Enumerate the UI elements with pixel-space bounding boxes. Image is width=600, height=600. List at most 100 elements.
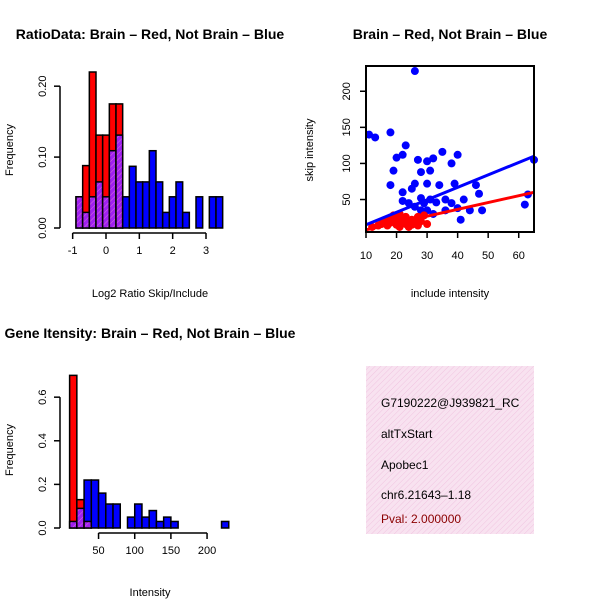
- point-not-brain: [410, 67, 419, 76]
- intensity-bar-not-brain: [112, 503, 122, 529]
- point-not-brain: [389, 166, 398, 175]
- point-not-brain: [392, 153, 401, 162]
- info-panel: G7190222@J939821_RC altTxStart Apobec1 c…: [366, 366, 534, 534]
- point-not-brain: [398, 196, 407, 205]
- intensity-histogram-bars: [68, 374, 230, 529]
- point-not-brain: [438, 147, 447, 156]
- intensity-y-tick-label: 0.2: [37, 477, 49, 492]
- scatter-plot-xlabel: include intensity: [411, 288, 490, 300]
- point-not-brain: [441, 195, 450, 204]
- scatter-y-tick-label: 200: [341, 82, 353, 100]
- intensity-histogram: Gene Itensity: Brain – Red, Not Brain – …: [4, 325, 296, 599]
- intensity-bar-not-brain: [155, 520, 165, 529]
- point-not-brain: [475, 189, 484, 198]
- ratio-bar-not-brain: [135, 181, 144, 229]
- intensity-x-tick-label: 200: [198, 545, 216, 557]
- ratio-bar-not-brain: [215, 196, 224, 229]
- ratio-bar-not-brain: [161, 211, 171, 229]
- ratio-y-tick-label: 0.20: [37, 75, 49, 96]
- point-not-brain: [398, 188, 407, 197]
- info-panel-background: [366, 366, 534, 534]
- scatter-x-tick-label: 60: [513, 250, 525, 262]
- ratio-bar-overlap: [75, 196, 84, 229]
- intensity-histogram-title: Gene Itensity: Brain – Red, Not Brain – …: [5, 325, 296, 341]
- intensity-histogram-axes: 50 100 150 200 0.0 0.2 0.4 0.6: [37, 390, 216, 557]
- point-not-brain: [413, 155, 422, 164]
- point-not-brain: [371, 133, 380, 142]
- ratio-histogram-title: RatioData: Brain – Red, Not Brain – Blue: [16, 26, 285, 42]
- point-not-brain: [416, 168, 425, 177]
- point-not-brain: [386, 128, 395, 137]
- point-not-brain: [365, 130, 374, 139]
- ratio-bar-overlap: [101, 196, 111, 229]
- ratio-bar-overlap: [115, 134, 124, 229]
- intensity-bar-not-brain: [148, 509, 158, 529]
- ratio-histogram: RatioData: Brain – Red, Not Brain – Blue…: [4, 26, 284, 300]
- scatter-x-tick-label: 50: [482, 250, 494, 262]
- ratio-x-tick-label: 1: [136, 245, 142, 257]
- point-not-brain: [459, 195, 468, 204]
- ratio-bar-not-brain: [208, 196, 217, 229]
- ratio-x-tick-label: 3: [203, 245, 209, 257]
- scatter-y-tick-label: 150: [341, 118, 353, 136]
- intensity-bar-not-brain: [97, 492, 107, 529]
- fit-line-brain: [365, 190, 535, 232]
- scatter-x-tick-label: 20: [390, 250, 402, 262]
- scatter-plot-axes: 10 20 30 40 50 60 50 100 150 200: [341, 65, 535, 262]
- intensity-bar-overlap: [68, 520, 78, 529]
- scatter-y-tick-label: 100: [341, 154, 353, 172]
- point-not-brain: [398, 150, 407, 159]
- ratio-bar-overlap: [108, 149, 117, 229]
- ratio-y-tick-label: 0.00: [37, 217, 49, 238]
- point-not-brain: [478, 206, 487, 215]
- scatter-plot-marks: [365, 67, 538, 232]
- info-probe-id: G7190222@J939821_RC: [381, 396, 520, 410]
- point-not-brain: [429, 154, 438, 163]
- scatter-plot-ylabel: skip intensity: [304, 118, 316, 181]
- intensity-bar-not-brain: [170, 520, 179, 529]
- intensity-bar-not-brain: [141, 516, 150, 529]
- point-not-brain: [435, 181, 444, 190]
- ratio-bar-not-brain: [155, 181, 164, 229]
- ratio-bar-not-brain: [181, 211, 191, 229]
- info-event-type: altTxStart: [381, 427, 433, 441]
- point-not-brain: [432, 198, 441, 207]
- point-not-brain: [453, 150, 462, 159]
- scatter-x-tick-label: 30: [421, 250, 433, 262]
- scatter-x-tick-label: 10: [360, 250, 372, 262]
- ratio-bar-not-brain: [175, 181, 184, 229]
- point-not-brain: [450, 179, 459, 188]
- point-brain: [423, 220, 432, 229]
- ratio-bar-overlap: [88, 196, 97, 229]
- ratio-bar-not-brain: [195, 196, 204, 229]
- intensity-x-tick-label: 100: [126, 545, 144, 557]
- intensity-y-tick-label: 0.6: [37, 390, 49, 405]
- fit-line-not-brain: [365, 154, 535, 227]
- info-pvalue: Pval: 2.000000: [381, 512, 461, 526]
- intensity-bar-not-brain: [220, 520, 230, 529]
- point-not-brain: [520, 200, 529, 209]
- point-not-brain: [426, 166, 435, 175]
- scatter-y-tick-label: 50: [341, 193, 353, 205]
- intensity-histogram-xlabel: Intensity: [130, 587, 171, 599]
- intensity-bar-not-brain: [133, 503, 143, 529]
- ratio-bar-not-brain: [168, 196, 177, 229]
- scatter-plot: Brain – Red, Not Brain – Blue 10 20 30 40 50…: [304, 26, 547, 300]
- intensity-bar-not-brain: [105, 503, 114, 529]
- ratio-histogram-xlabel: Log2 Ratio Skip/Include: [92, 288, 208, 300]
- intensity-bar-brain: [68, 374, 78, 529]
- point-not-brain: [447, 159, 456, 168]
- scatter-plot-frame: [365, 65, 535, 233]
- intensity-bar-not-brain: [90, 479, 100, 529]
- point-not-brain: [386, 181, 395, 190]
- point-not-brain: [423, 179, 432, 188]
- intensity-x-tick-label: 50: [92, 545, 104, 557]
- point-not-brain: [471, 181, 480, 190]
- scatter-x-tick-label: 40: [452, 250, 464, 262]
- ratio-bar-not-brain: [148, 149, 157, 229]
- ratio-bar-not-brain: [128, 165, 137, 229]
- info-gene-name: Apobec1: [381, 458, 429, 472]
- intensity-y-tick-label: 0.0: [37, 520, 49, 535]
- point-not-brain: [410, 179, 419, 188]
